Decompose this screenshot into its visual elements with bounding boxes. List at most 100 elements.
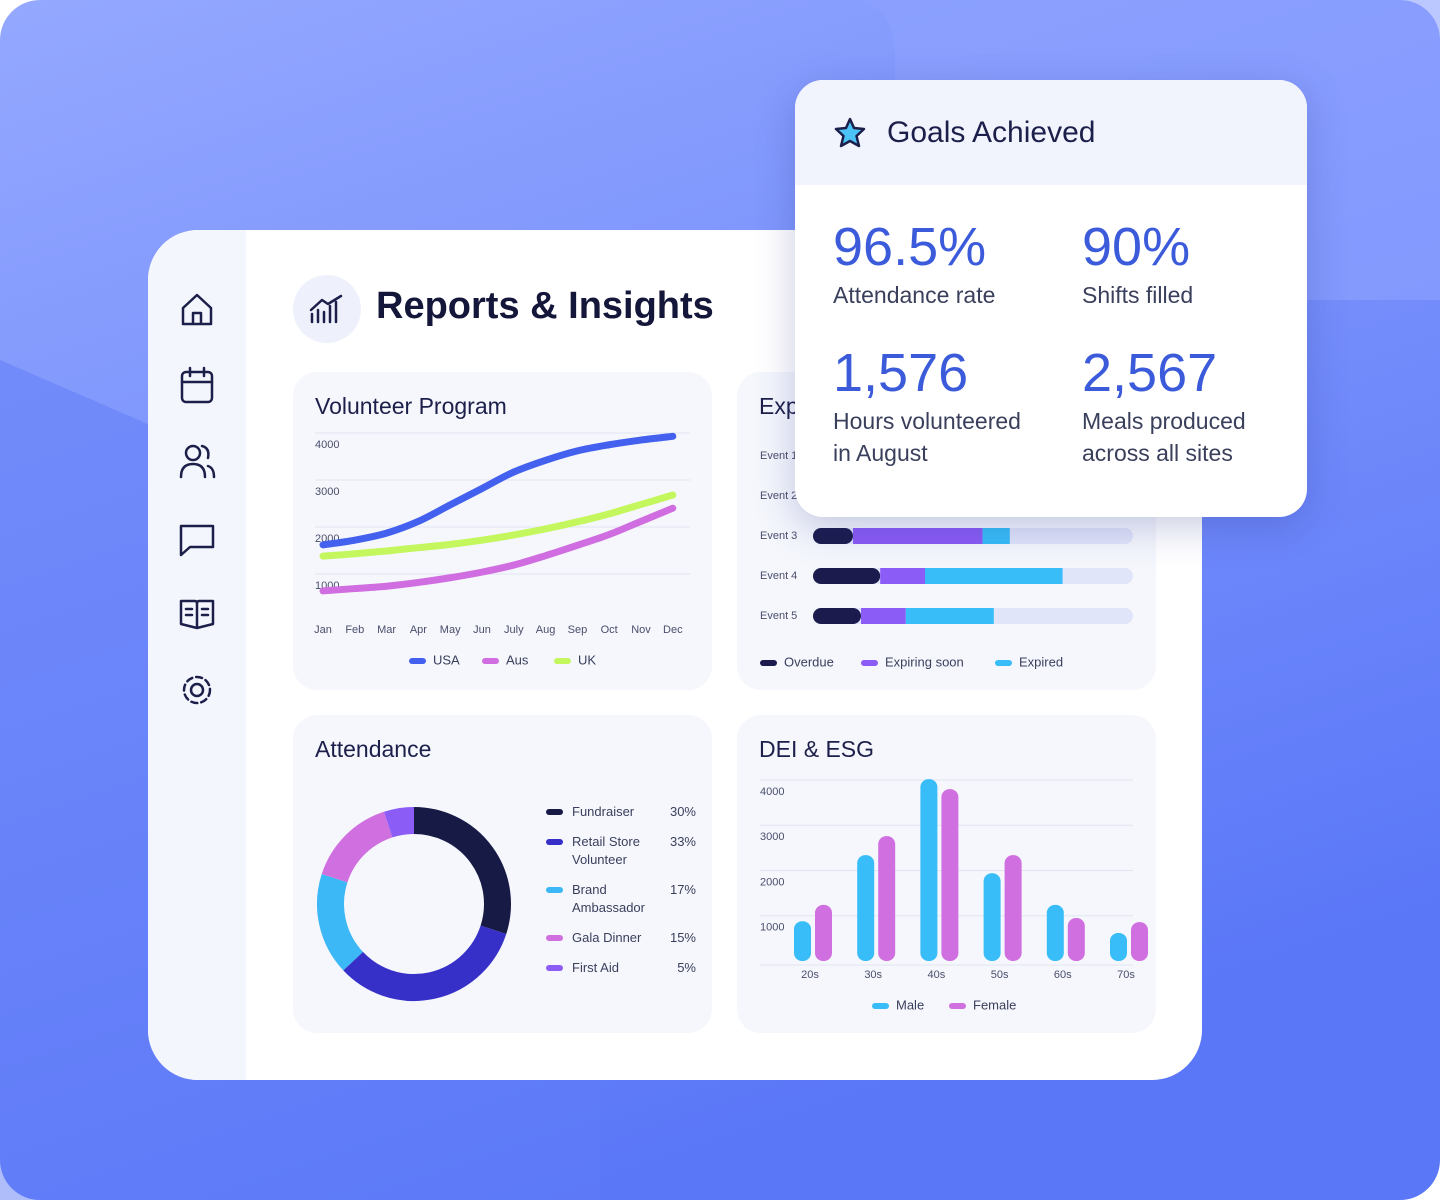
sidebar-icons <box>179 293 216 705</box>
bar <box>1046 904 1064 961</box>
settings-icon[interactable] <box>182 675 212 705</box>
x-tick-label: Jan <box>314 624 332 636</box>
legend-label: Retail Store Volunteer <box>572 834 640 867</box>
legend-row: Fundraiser 30% <box>546 803 696 821</box>
y-tick-label: 2000 <box>760 876 784 888</box>
y-tick-label: 1000 <box>760 922 784 934</box>
x-tick-label: Jun <box>473 624 491 636</box>
category-label: Event 2 <box>760 490 797 502</box>
bar <box>815 904 832 961</box>
bar <box>1110 932 1127 961</box>
legend-label: Male <box>896 997 924 1012</box>
bar <box>794 921 811 961</box>
stat: 96.5% Attendance rate <box>833 215 1082 311</box>
legend-label: First Aid <box>572 960 619 975</box>
legend-label: Gala Dinner <box>572 930 642 945</box>
category-label: Event 3 <box>760 530 797 542</box>
legend-row: Brand Ambassador 17% <box>546 881 696 917</box>
stat: 1,576 Hours volunteered in August <box>833 341 1082 469</box>
bar <box>941 789 959 961</box>
goals-header: Goals Achieved <box>795 80 1307 185</box>
legend-label: Expiring soon <box>885 654 964 669</box>
bar-segment <box>853 528 983 544</box>
x-tick-label: 50s <box>991 969 1009 981</box>
panel-title: Attendance <box>315 736 431 762</box>
goals-stats: 96.5% Attendance rate 90% Shifts filled 1,57… <box>795 185 1307 469</box>
legend-swatch <box>872 1003 889 1009</box>
legend-swatch <box>995 660 1012 666</box>
stat-label: Attendance rate <box>833 282 996 308</box>
legend-swatch <box>861 660 878 666</box>
legend-value: 30% <box>669 804 696 819</box>
legend-value: 33% <box>669 834 696 849</box>
legend-row: Retail Store Volunteer 33% <box>546 833 696 869</box>
donut-segment <box>317 874 364 971</box>
people-icon[interactable] <box>179 444 216 479</box>
bar-segment <box>925 568 1063 584</box>
calendar-icon[interactable] <box>180 366 214 404</box>
legend: Fundraiser 30% Retail Store Volunteer 33% Br… <box>546 803 696 977</box>
legend-swatch <box>482 658 499 664</box>
legend-label: Brand Ambassador <box>572 882 645 915</box>
x-tick-label: 30s <box>864 969 882 981</box>
y-tick-label: 4000 <box>315 439 339 451</box>
legend-label: Expired <box>1019 654 1063 669</box>
legend-swatch <box>760 660 777 666</box>
legend-row: First Aid 5% <box>546 959 696 977</box>
stat-label: Shifts filled <box>1082 282 1194 308</box>
category-label: Event 1 <box>760 450 797 462</box>
legend-swatch <box>554 658 571 664</box>
legend-label: Fundraiser <box>572 804 635 819</box>
panel-title: DEI & ESG <box>759 736 874 762</box>
stat: 90% Shifts filled <box>1082 215 1302 311</box>
x-tick-label: Dec <box>663 624 683 636</box>
chat-icon[interactable] <box>179 524 215 557</box>
bar <box>1067 918 1085 961</box>
x-tick-label: 20s <box>801 969 819 981</box>
stat-value: 2,567 <box>1082 343 1218 403</box>
stat: 2,567 Meals produced across all sites <box>1082 341 1302 469</box>
legend-value: 5% <box>677 960 696 975</box>
bar <box>920 779 938 961</box>
bar-segment <box>813 608 861 624</box>
legend-box: Fundraiser 30% Retail Store Volunteer 33% Br… <box>546 803 696 977</box>
header-icon <box>309 294 343 324</box>
x-tick-label: Mar <box>377 624 396 636</box>
legend-label: Overdue <box>784 654 834 669</box>
legend-swatch <box>409 658 426 664</box>
panel-title: Exp <box>759 393 799 419</box>
donut-segment <box>321 811 393 883</box>
line-series <box>319 504 677 595</box>
bar <box>857 855 875 961</box>
home-icon[interactable] <box>181 293 213 326</box>
bar-segment <box>813 568 881 584</box>
legend-swatch <box>546 839 563 845</box>
x-tick-label: Sep <box>568 624 588 636</box>
category-label: Event 4 <box>760 570 797 582</box>
x-tick-label: Apr <box>410 624 427 636</box>
goals-title: Goals Achieved <box>887 115 1096 149</box>
bar <box>1004 855 1022 961</box>
x-tick-label: Nov <box>631 624 651 636</box>
x-tick-label: 60s <box>1054 969 1072 981</box>
legend-swatch <box>546 935 563 941</box>
stat-value: 90% <box>1082 217 1191 277</box>
legend-label: UK <box>578 652 596 667</box>
donut-segment <box>413 807 511 934</box>
goals-card: Goals Achieved 96.5% Attendance rate 90% Sh… <box>795 80 1307 517</box>
book-icon[interactable] <box>179 599 215 630</box>
x-tick-label: 40s <box>928 969 946 981</box>
sidebar <box>148 230 246 1080</box>
bar-segment <box>982 528 1010 544</box>
stat-label: Hours volunteered in August <box>833 408 1021 466</box>
page-title: Reports & Insights <box>376 285 714 327</box>
y-tick-label: 3000 <box>760 831 784 843</box>
charts: Volunteer Program 1000 2000 3000 4000 Jan Feb M… <box>314 393 1148 1012</box>
x-tick-label: May <box>440 624 461 636</box>
bar-segment <box>905 608 994 624</box>
bar-segment <box>813 528 853 544</box>
x-tick-label: July <box>504 624 524 636</box>
y-tick-label: 4000 <box>760 786 784 798</box>
legend-swatch <box>546 965 563 971</box>
legend-label: USA <box>433 652 460 667</box>
